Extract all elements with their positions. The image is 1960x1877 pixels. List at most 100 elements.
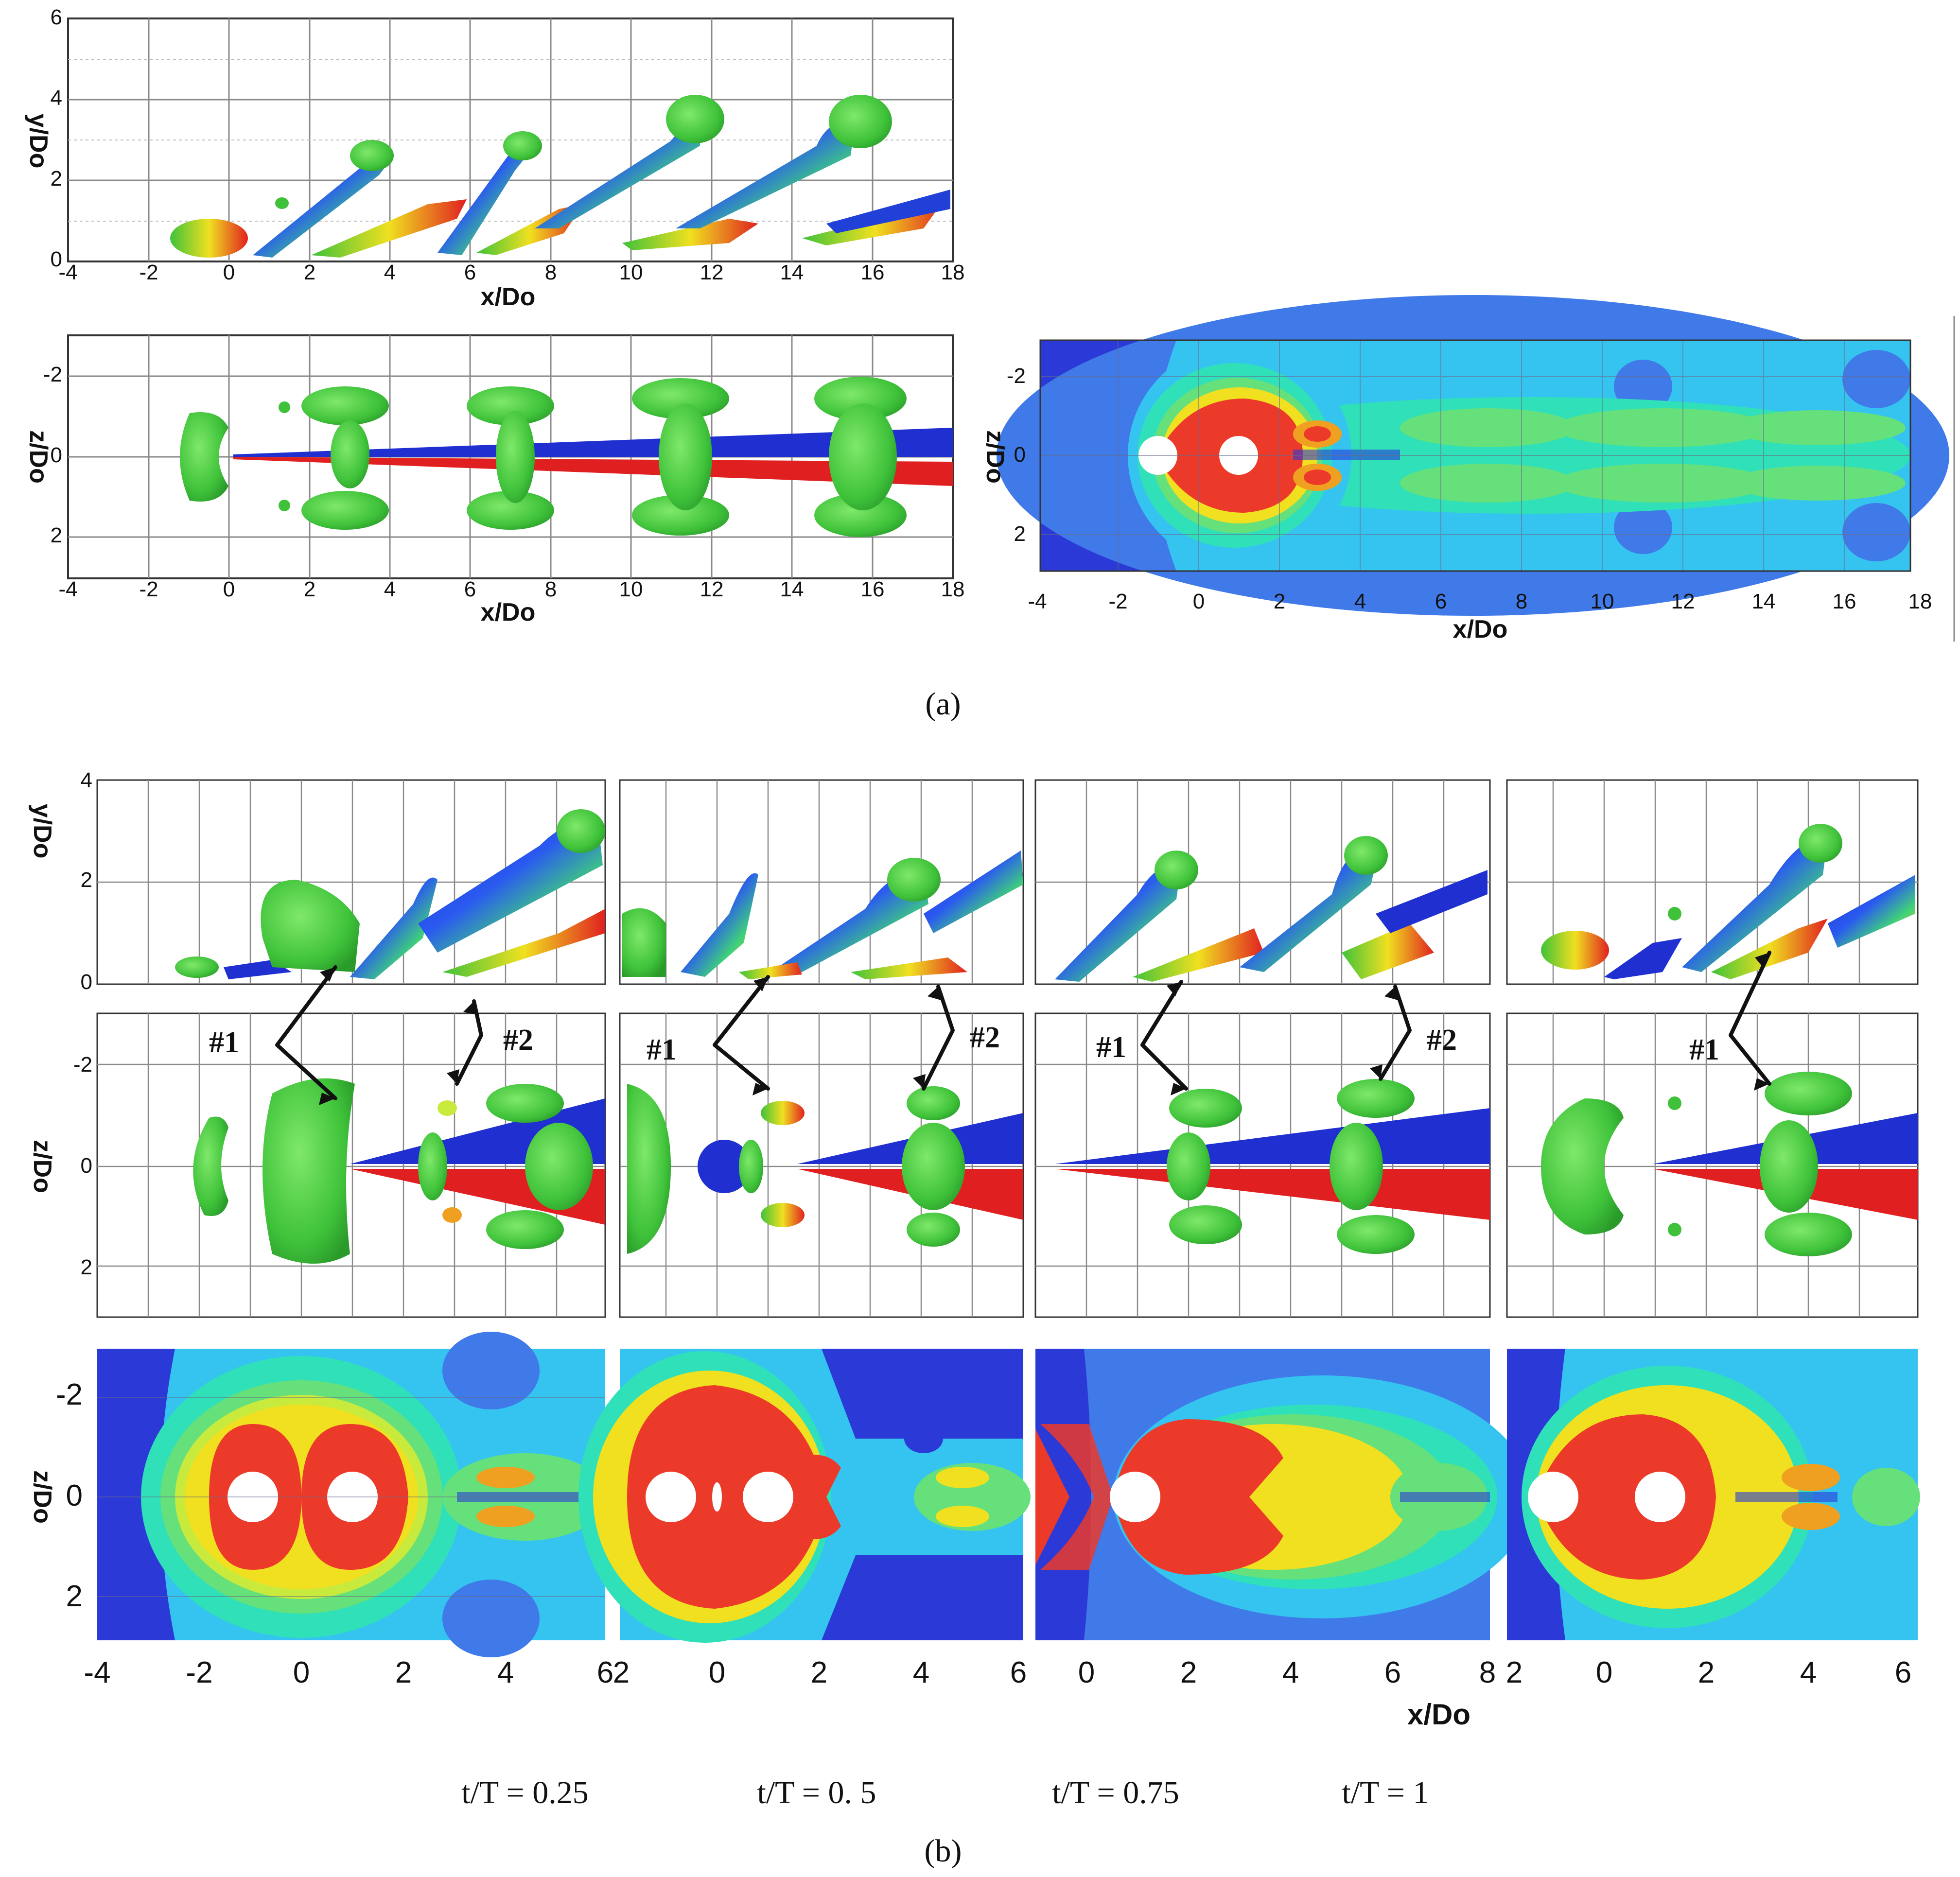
tick: 6 bbox=[51, 5, 62, 29]
tick: -2 bbox=[56, 1378, 83, 1411]
b-y-ticks: 0 2 4 bbox=[81, 768, 92, 994]
arrow-vortex-2-panel-2 bbox=[922, 985, 955, 1091]
tick: 2 bbox=[304, 577, 315, 601]
tick: 2 bbox=[304, 261, 315, 284]
tick: -4 bbox=[58, 261, 77, 284]
time-label-3: t/T = 0.75 bbox=[1052, 1775, 1179, 1810]
tick: 0 bbox=[1596, 1656, 1612, 1689]
tick: 2 bbox=[811, 1656, 827, 1689]
a-xz-z-title: z/Do bbox=[24, 430, 52, 484]
tick: 2 bbox=[81, 868, 92, 892]
tick: 2 bbox=[1014, 522, 1026, 546]
tick: 2 bbox=[1698, 1656, 1715, 1689]
b-z-ticks-iso: -2 0 2 bbox=[73, 1053, 92, 1279]
tick: 14 bbox=[1752, 590, 1776, 613]
tick: 4 bbox=[913, 1656, 929, 1689]
label-vortex-1: #1 bbox=[1096, 1031, 1126, 1064]
caption-part-a: (a) bbox=[925, 686, 961, 722]
tick: 0 bbox=[51, 247, 62, 271]
tick: 4 bbox=[81, 768, 92, 792]
b-x-ticks: -4 -2 0 2 4 6 2 0 2 4 6 0 2 4 6 8 2 0 2 … bbox=[84, 1656, 1911, 1689]
tick: 6 bbox=[1895, 1656, 1911, 1689]
tick: 2 bbox=[613, 1656, 630, 1689]
label-vortex-2: #2 bbox=[503, 1024, 533, 1057]
tick: 16 bbox=[861, 577, 885, 601]
arrow-vortex-1-panel-4 bbox=[1729, 951, 1771, 1086]
b-top-panel-3 bbox=[1034, 1012, 1491, 1318]
b-y-title: y/Do bbox=[28, 804, 56, 859]
tick: 0 bbox=[1014, 443, 1026, 467]
tick: 14 bbox=[780, 261, 804, 284]
tick: -2 bbox=[139, 577, 158, 601]
annotation-labels: #1 #2 #1 #2 #1 #2 #1 bbox=[209, 1021, 1719, 1066]
tick: 0 bbox=[81, 1154, 92, 1178]
tick: 2 bbox=[1180, 1656, 1197, 1689]
tick: 4 bbox=[1354, 590, 1366, 613]
tick: 8 bbox=[1516, 590, 1527, 613]
b-row-side-view: y/Do 0 2 4 bbox=[28, 768, 1919, 994]
tick: -4 bbox=[1028, 590, 1047, 613]
label-vortex-2: #2 bbox=[970, 1021, 1000, 1054]
tick: 8 bbox=[545, 261, 557, 284]
a-contour-x-title: x/Do bbox=[1453, 615, 1508, 643]
tick: 4 bbox=[1800, 1656, 1817, 1689]
a-xz-x-ticks: -4 -2 0 2 4 6 8 10 12 14 16 18 bbox=[58, 577, 964, 601]
tick: 0 bbox=[66, 1479, 83, 1512]
arrow-heads bbox=[319, 953, 1769, 1105]
tick: 6 bbox=[1435, 590, 1447, 613]
b-contour-panel-3 bbox=[1035, 1349, 1531, 1640]
grid-a-contour bbox=[1040, 340, 1910, 571]
a-contour-z-title: z/Do bbox=[981, 430, 1009, 484]
b-contour-panel-4 bbox=[1507, 1349, 1920, 1640]
tick: 4 bbox=[51, 86, 62, 110]
tick: 6 bbox=[1010, 1656, 1027, 1689]
tick: 16 bbox=[861, 261, 885, 284]
tick: 2 bbox=[51, 167, 62, 191]
tick: -2 bbox=[73, 1053, 92, 1077]
tick: 6 bbox=[464, 577, 476, 601]
time-labels: t/T = 0.25 t/T = 0. 5 t/T = 0.75 t/T = 1 bbox=[461, 1775, 1429, 1810]
tick: 16 bbox=[1833, 590, 1856, 613]
b-top-panel-4 bbox=[1506, 1012, 1919, 1318]
label-vortex-2: #2 bbox=[1427, 1024, 1457, 1057]
arrow-vortex-2-panel-1 bbox=[455, 999, 483, 1086]
time-label-1: t/T = 0.25 bbox=[461, 1775, 589, 1810]
tick: 14 bbox=[780, 577, 804, 601]
tick: 10 bbox=[619, 261, 643, 284]
vortex-structures-a-xy bbox=[170, 95, 950, 258]
tick: -2 bbox=[139, 261, 158, 284]
tick: 8 bbox=[545, 577, 557, 601]
tick: 0 bbox=[51, 443, 62, 467]
a-xy-y-title: y/Do bbox=[24, 114, 52, 169]
b-contour-panel-2 bbox=[578, 1349, 1031, 1643]
tick: -4 bbox=[58, 577, 77, 601]
arrow-vortex-1-panel-1 bbox=[275, 965, 337, 1100]
arrow-vortex-2-panel-3 bbox=[1379, 985, 1412, 1081]
label-vortex-1: #1 bbox=[1689, 1033, 1719, 1066]
b-top-panel-2 bbox=[619, 1012, 1024, 1318]
a-xz-x-title: x/Do bbox=[481, 598, 536, 626]
label-vortex-1: #1 bbox=[647, 1033, 677, 1066]
arrow-vortex-1-panel-2 bbox=[713, 975, 770, 1091]
tick: -4 bbox=[84, 1656, 110, 1689]
b-side-panel-3 bbox=[1034, 779, 1491, 985]
b-x-title: x/Do bbox=[1407, 1698, 1470, 1731]
tick: -2 bbox=[1108, 590, 1127, 613]
panel-a-xz-top-view: z/Do -2 0 2 -4 -2 0 2 4 6 8 10 12 14 16 … bbox=[24, 334, 964, 626]
tick: 4 bbox=[1282, 1656, 1299, 1689]
b-z-title-contour: z/Do bbox=[28, 1470, 56, 1524]
b-side-panel-1 bbox=[96, 779, 606, 985]
tick: 2 bbox=[66, 1580, 83, 1613]
vortex-structures-a-xz bbox=[180, 377, 953, 537]
a-xy-y-ticks: 0 2 4 6 bbox=[51, 5, 62, 271]
tick: -2 bbox=[186, 1656, 212, 1689]
tick: -2 bbox=[43, 363, 62, 386]
tick: 18 bbox=[1908, 590, 1932, 613]
tick: 6 bbox=[1384, 1656, 1401, 1689]
arrow-vortex-1-panel-3 bbox=[1140, 980, 1188, 1091]
caption-part-b: (b) bbox=[925, 1833, 962, 1869]
tick: 2 bbox=[51, 523, 62, 547]
a-xy-x-title: x/Do bbox=[481, 283, 536, 311]
tick: 4 bbox=[384, 261, 396, 284]
tick: 0 bbox=[1078, 1656, 1095, 1689]
